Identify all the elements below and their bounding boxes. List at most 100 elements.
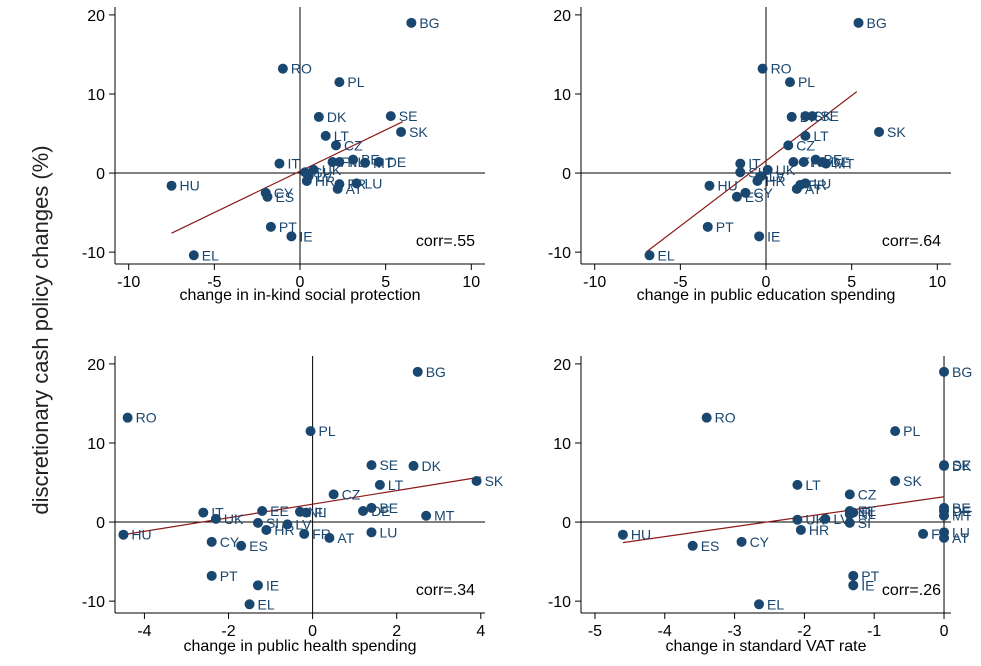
panel-4-x-tick-label: -5 [588,623,602,640]
panel-3-point [374,479,385,490]
panel-4-point [939,532,950,543]
panel-3-point [282,519,293,530]
panel-3-x-tick-label: -4 [137,623,151,640]
panel-4-point-label: SE [952,457,971,473]
panel-2-point-label: BG [867,15,887,31]
panel-3-y-tick-label: 20 [87,357,105,374]
panel-1-point [406,17,417,28]
panel-3-point [236,540,247,551]
panel-4-point-label: CY [750,534,770,550]
panel-3-point-label: EL [258,596,275,612]
panel-4-point-label: AT [952,530,969,546]
panel-2-y-tick-label: 10 [553,87,571,104]
panel-3-point [408,460,419,471]
panel-4-point [617,529,628,540]
panel-1-x-tick-label: 5 [381,274,390,291]
panel-3-point [299,528,310,539]
panel-2-point [704,180,715,191]
panel-4-point [795,524,806,535]
panel-4-point-label: EE [858,503,877,519]
panel-2-point-label: RO [771,61,792,77]
panel-1-point-label: UK [322,162,342,178]
panel-1-x-tick-label: 10 [462,274,480,291]
panel-4-point-label: HU [631,527,651,543]
panel-1-point [301,175,312,186]
panel-2-x-tick-label: 10 [928,274,946,291]
panel-2-point-label: IT [748,156,761,172]
panel-2-point-label: DE [831,154,850,170]
panel-3-point [324,532,335,543]
panel-4-point-label: NL [858,506,876,522]
panel-2-x-axis-title: change in public education spending [637,287,896,304]
panel-1-point [351,178,362,189]
panel-3-point-label: MT [434,508,455,524]
panel-3-point [301,507,312,518]
panel-2-point [644,250,655,261]
panel-4-x-tick-label: -3 [727,623,741,640]
panel-4-corr-annotation: corr=.26 [882,582,941,599]
panel-3-y-tick-label: -10 [82,594,105,611]
panel-3-point-label: PL [319,423,336,439]
panel-4-point [890,426,901,437]
panel-2-point-label: HR [765,173,785,189]
panel-3-point [252,580,263,591]
panel-2-point [784,77,795,88]
panel-4-x-tick-label: 0 [940,623,949,640]
panel-2-point [752,175,763,186]
panel-3-point-label: CZ [342,486,361,502]
panel-2-x-tick-label: -10 [583,274,606,291]
panel-2-point [740,187,751,198]
panel-2-y-tick-label: -10 [548,245,571,262]
panel-2-point-label: HU [717,178,737,194]
panel-3-point [198,507,209,518]
panel-1-point [320,130,331,141]
panel-2-point-label: FR [808,177,827,193]
panel-3-point [358,505,369,516]
panel-3-point [206,570,217,581]
panel-4-point [820,513,831,524]
panel-1-point-label: LU [365,175,383,191]
panel-4-point [844,489,855,500]
panel-4-point [939,366,950,377]
panel-1-point [286,231,297,242]
panel-1-point [265,221,276,232]
panel-4-point-label: ES [701,538,720,554]
panel-2-point [702,221,713,232]
panel-2-point [800,111,811,122]
panel-3-point [412,366,423,377]
panel-4-point [792,514,803,525]
panel-1-point-label: DK [327,109,347,125]
panel-1-y-tick-label: 20 [87,8,105,25]
panel-1-point [327,156,338,167]
panel-3-point-label: CY [220,534,240,550]
panel-1-point [330,140,341,151]
panel-3-point-label: DK [422,458,442,474]
panel-1-point-label: CZ [344,137,363,153]
panel-3-point-label: HU [131,527,151,543]
panel-1-point [188,250,199,261]
panel-2-point-label: SK [887,124,906,140]
panel-4-fit-line [622,496,945,544]
panel-4-x-tick-label: -1 [867,623,881,640]
panel-1-point [373,156,384,167]
panel-2-point-label: LV [769,168,786,184]
panel-2-point [731,191,742,202]
panel-2-y-tick-label: 20 [553,8,571,25]
panel-2-point [874,126,885,137]
panel-2-x-tick-label: 0 [762,274,771,291]
panel-2-x-tick-label: 5 [847,274,856,291]
panel-1-point [396,126,407,137]
panel-4-point-label: PT [861,568,879,584]
panel-4-point-label: PL [903,423,920,439]
panel-4-point [848,580,859,591]
panel-2-point-label: CY [753,185,773,201]
panel-3-point-label: IE [266,577,279,593]
panel-1-point-label: FI [341,154,353,170]
panel-2-point [791,183,802,194]
panel-2-point-label: ES [745,189,764,205]
panel-1-y-tick-label: 0 [96,166,105,183]
panel-1-x-tick-label: -10 [117,274,140,291]
panel-4-point-label: LT [805,477,821,493]
